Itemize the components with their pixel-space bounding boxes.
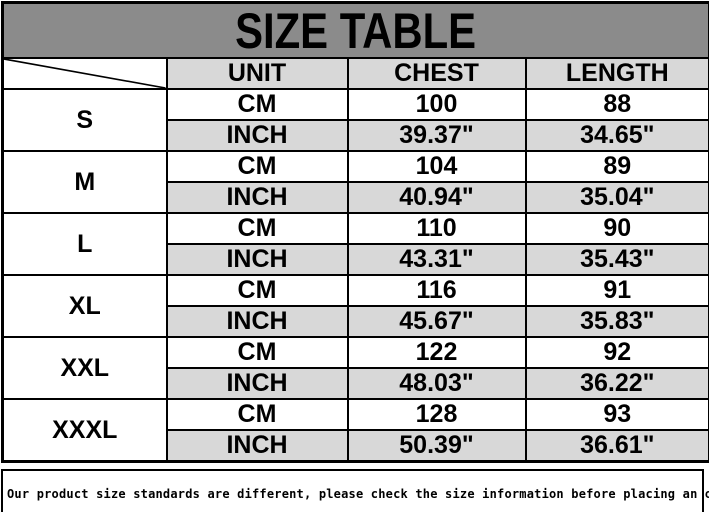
chest-value-cell: 45.67"	[346, 305, 527, 338]
chest-value-cell: 50.39"	[346, 429, 527, 463]
size-label-cell: XXL	[1, 336, 168, 400]
size-label-cell: S	[1, 88, 168, 152]
unit-cell: CM	[165, 88, 349, 121]
title-banner: SIZE TABLE	[1, 1, 709, 59]
table-row: INCH 45.67" 35.83"	[3, 305, 709, 338]
size-table: SIZE TABLE UNIT CHEST LENGTH S CM 100 88…	[1, 1, 709, 463]
unit-cell: CM	[165, 150, 349, 183]
chest-value-cell: 110	[346, 212, 527, 245]
length-value-cell: 88	[524, 88, 709, 121]
unit-cell: CM	[165, 336, 349, 369]
column-header-unit: UNIT	[165, 57, 349, 90]
table-row: INCH 39.37" 34.65"	[3, 119, 709, 152]
page-title: SIZE TABLE	[235, 2, 477, 58]
unit-cell: CM	[165, 274, 349, 307]
unit-cell: CM	[165, 398, 349, 431]
table-row: XXXL CM 128 93	[1, 398, 709, 463]
table-row: INCH 48.03" 36.22"	[3, 367, 709, 400]
table-row: XL CM 116 91	[1, 274, 709, 338]
chest-value-cell: 48.03"	[346, 367, 527, 400]
diagonal-line-icon	[4, 59, 166, 88]
chest-value-cell: 43.31"	[346, 243, 527, 276]
table-row: INCH 43.31" 35.43"	[3, 243, 709, 276]
header-row: UNIT CHEST LENGTH	[1, 57, 709, 90]
chest-value-cell: 40.94"	[346, 181, 527, 214]
chest-value-cell: 100	[346, 88, 527, 121]
length-value-cell: 36.22"	[524, 367, 709, 400]
length-value-cell: 93	[524, 398, 709, 431]
chest-value-cell: 122	[346, 336, 527, 369]
chest-value-cell: 104	[346, 150, 527, 183]
table-row: M CM 104 89	[1, 150, 709, 214]
size-label-cell: XL	[1, 274, 168, 338]
unit-cell: INCH	[165, 243, 349, 276]
unit-cell: INCH	[165, 367, 349, 400]
length-value-cell: 89	[524, 150, 709, 183]
column-header-length: LENGTH	[524, 57, 709, 90]
unit-cell: INCH	[165, 181, 349, 214]
unit-cell: INCH	[165, 305, 349, 338]
table-row: S CM 100 88	[1, 88, 709, 152]
length-value-cell: 90	[524, 212, 709, 245]
length-value-cell: 36.61"	[524, 429, 709, 463]
size-label-cell: L	[1, 212, 168, 276]
size-label-cell: XXXL	[1, 398, 168, 463]
page-title-cell: SIZE TABLE	[1, 1, 709, 59]
length-value-cell: 35.04"	[524, 181, 709, 214]
length-value-cell: 35.83"	[524, 305, 709, 338]
table-row: INCH 50.39" 36.61"	[3, 429, 709, 463]
length-value-cell: 92	[524, 336, 709, 369]
chest-value-cell: 116	[346, 274, 527, 307]
table-row: INCH 40.94" 35.04"	[3, 181, 709, 214]
chest-value-cell: 128	[346, 398, 527, 431]
table-row: L CM 110 90	[1, 212, 709, 276]
unit-cell: INCH	[165, 429, 349, 463]
unit-cell: INCH	[165, 119, 349, 152]
chest-value-cell: 39.37"	[346, 119, 527, 152]
unit-cell: CM	[165, 212, 349, 245]
length-value-cell: 34.65"	[524, 119, 709, 152]
disclaimer-note-text: Our product size standards are different…	[7, 486, 709, 501]
length-value-cell: 35.43"	[524, 243, 709, 276]
table-row: XXL CM 122 92	[1, 336, 709, 400]
column-header-chest: CHEST	[346, 57, 527, 90]
size-label-cell: M	[1, 150, 168, 214]
length-value-cell: 91	[524, 274, 709, 307]
diagonal-header-cell	[1, 57, 168, 90]
disclaimer-note-box: Our product size standards are different…	[1, 469, 709, 512]
